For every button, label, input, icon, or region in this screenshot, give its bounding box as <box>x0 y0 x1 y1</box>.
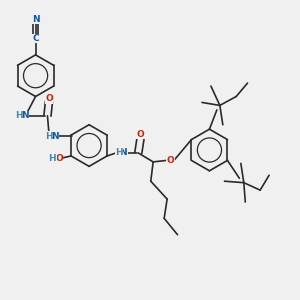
Text: N: N <box>21 111 29 120</box>
Text: N: N <box>120 148 127 158</box>
Text: O: O <box>137 130 145 139</box>
Text: H: H <box>49 154 56 164</box>
Text: N: N <box>32 15 39 24</box>
Text: O: O <box>45 94 53 103</box>
Text: H: H <box>115 148 123 158</box>
Text: N: N <box>51 131 59 140</box>
Text: O: O <box>55 154 63 164</box>
Text: O: O <box>167 156 174 165</box>
Text: H: H <box>15 111 22 120</box>
Text: H: H <box>45 131 53 140</box>
Text: C: C <box>32 34 39 43</box>
